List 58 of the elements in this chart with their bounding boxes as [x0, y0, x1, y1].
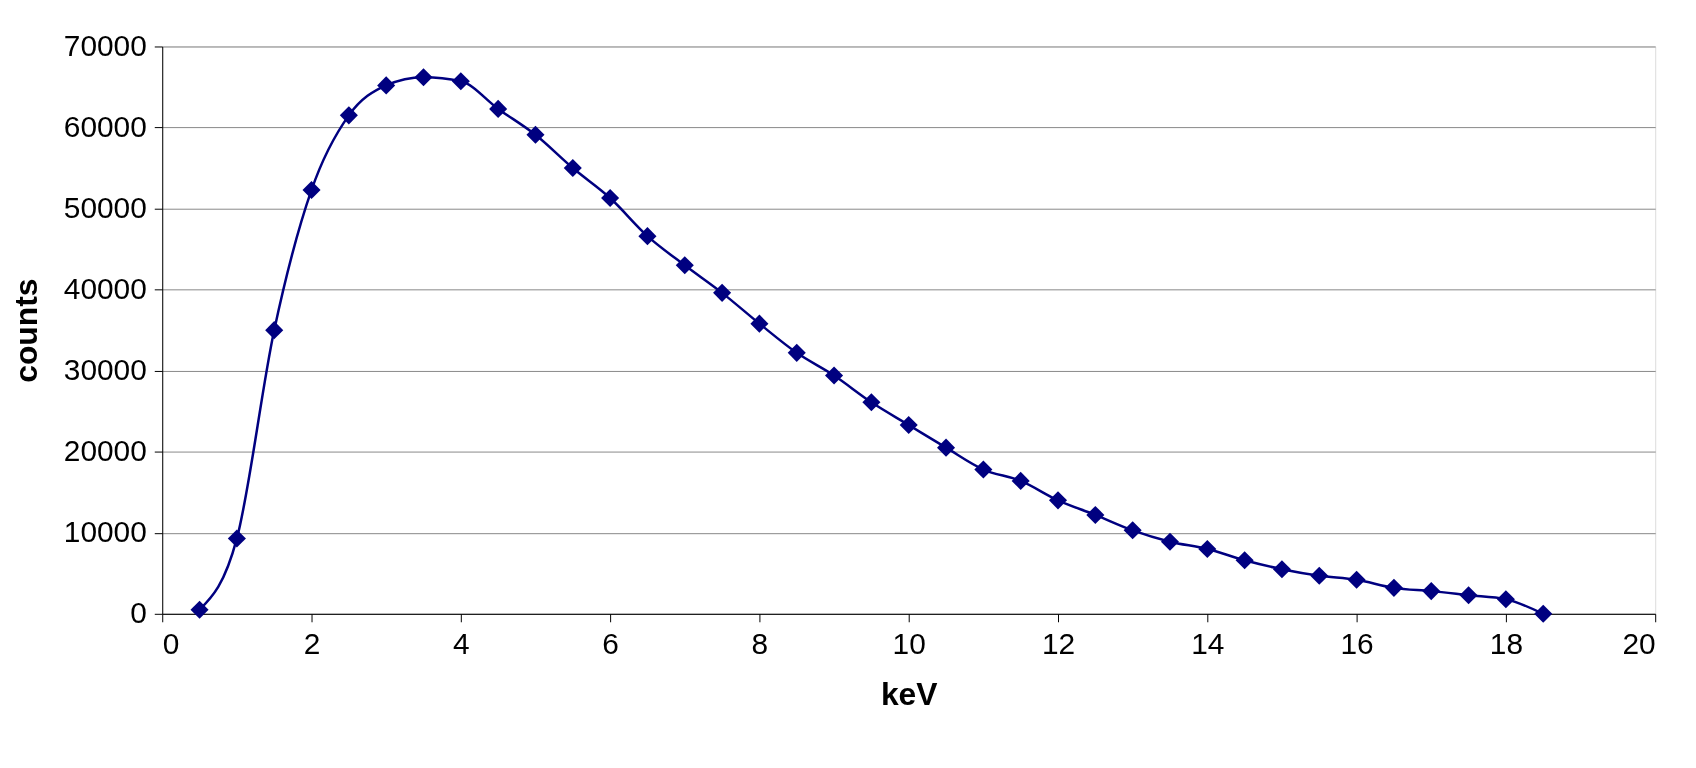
point	[601, 189, 620, 208]
point	[974, 460, 993, 479]
point	[377, 76, 396, 95]
point	[563, 159, 582, 178]
point	[1086, 505, 1105, 524]
point	[1310, 566, 1329, 585]
y-tick-label: 40000	[63, 272, 147, 306]
point	[825, 366, 844, 385]
y-tick-label: 60000	[63, 109, 147, 143]
x-tick-label: 16	[1340, 627, 1374, 661]
point	[638, 227, 657, 246]
x-tick-label: 6	[602, 627, 619, 661]
point	[1459, 586, 1478, 605]
point	[414, 68, 433, 87]
point	[713, 283, 732, 302]
y-tick-label: 30000	[63, 353, 147, 387]
x-tick-label: 18	[1489, 627, 1523, 661]
x-tick-label: 20	[1622, 627, 1656, 661]
point	[1496, 590, 1515, 609]
x-axis-title: keV	[880, 675, 939, 712]
point	[750, 314, 769, 333]
point	[937, 438, 956, 457]
x-tick-label: 2	[303, 627, 321, 661]
x-tick-label: 12	[1041, 627, 1076, 661]
point	[1235, 551, 1254, 570]
y-tick-label: 70000	[63, 28, 147, 62]
point	[265, 321, 284, 340]
y-tick-label: 0	[130, 596, 147, 630]
point	[1422, 582, 1441, 601]
y-tick-label: 10000	[63, 515, 147, 549]
point	[489, 99, 508, 118]
point	[1198, 539, 1217, 559]
x-tick-label: 14	[1191, 627, 1225, 661]
x-tick-label: 8	[751, 627, 769, 661]
point	[1384, 578, 1403, 597]
point	[1534, 604, 1553, 623]
y-tick-label: 20000	[63, 434, 147, 468]
point	[675, 256, 694, 275]
point	[1123, 521, 1142, 540]
point	[787, 343, 806, 362]
y-axis-title: counts	[7, 278, 44, 383]
point	[899, 415, 918, 435]
point	[1272, 560, 1291, 579]
point	[1048, 491, 1068, 510]
point	[339, 106, 358, 125]
point	[862, 393, 881, 412]
point	[451, 72, 470, 91]
x-tick-label: 0	[162, 627, 180, 661]
point	[302, 180, 321, 199]
x-tick-label: 4	[453, 627, 470, 661]
x-tick-label: 10	[892, 627, 926, 661]
point	[1011, 471, 1030, 490]
y-tick-label: 50000	[63, 191, 147, 225]
point	[526, 125, 545, 144]
point	[190, 600, 209, 619]
point	[1347, 570, 1366, 589]
point	[1160, 532, 1180, 551]
point	[227, 529, 246, 548]
